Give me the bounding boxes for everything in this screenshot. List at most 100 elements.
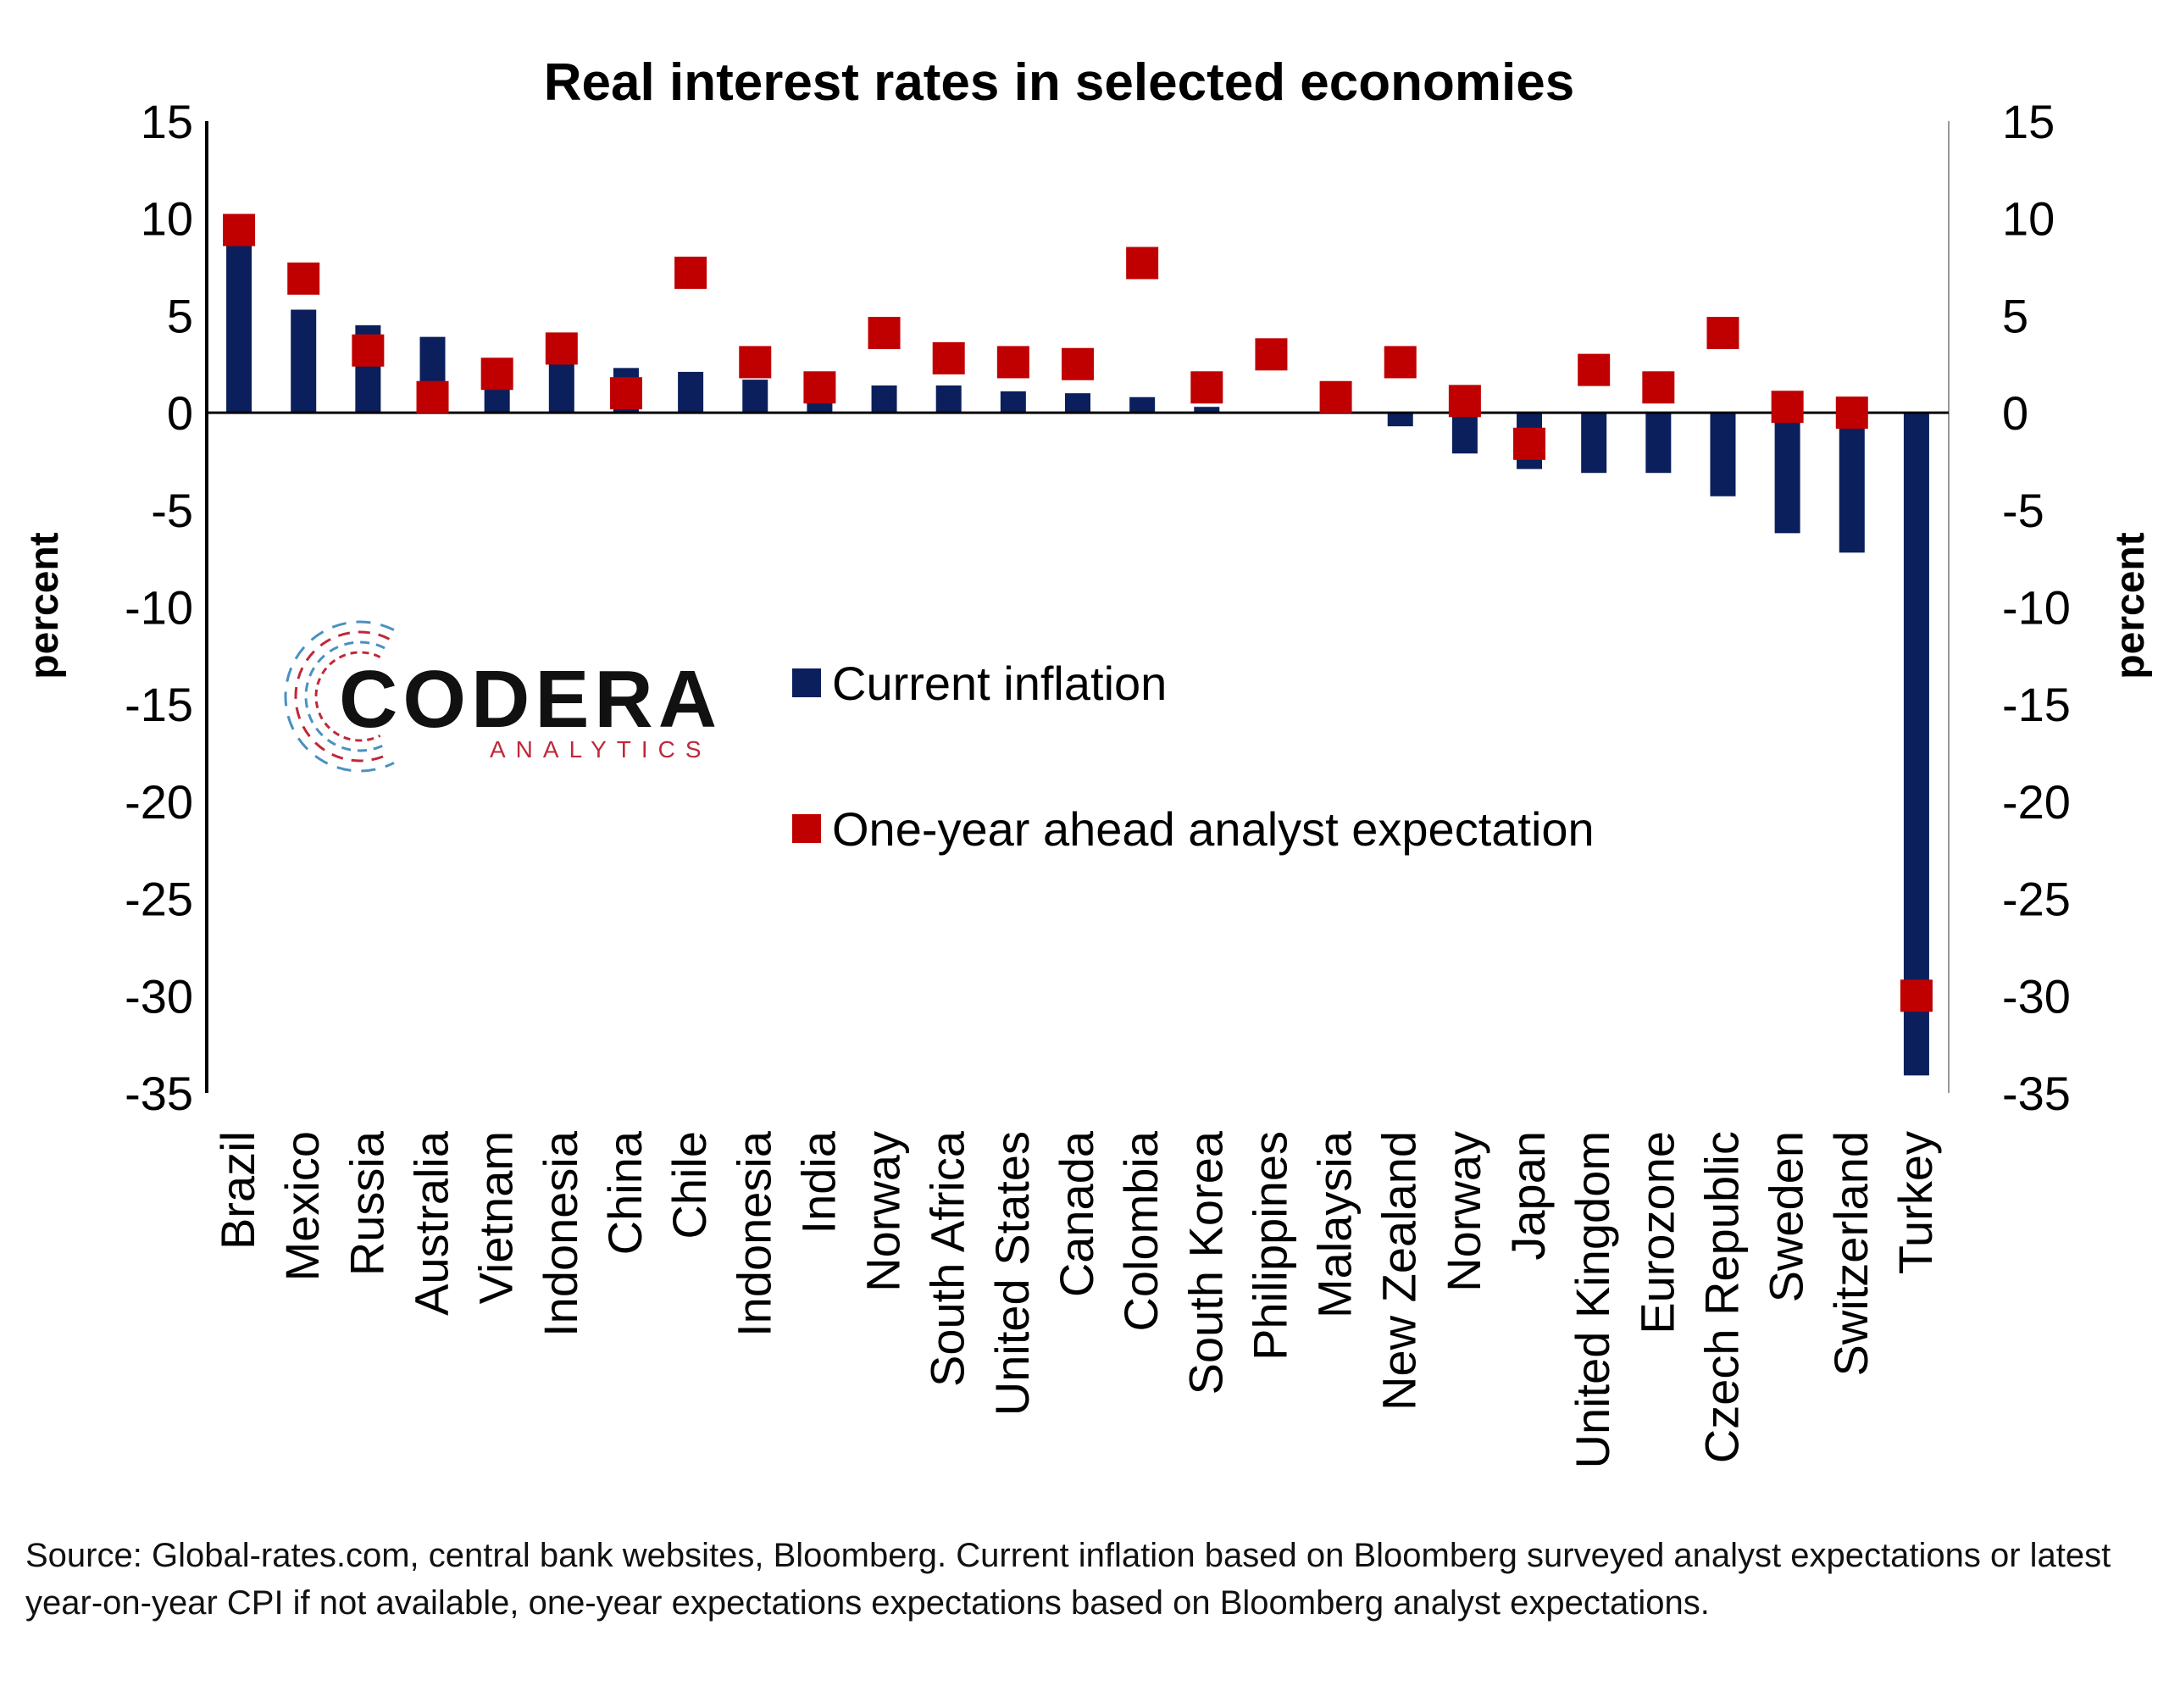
bar-current-inflation bbox=[548, 363, 574, 413]
legend-swatch-expectation bbox=[792, 814, 821, 843]
marker-expectation bbox=[545, 332, 578, 365]
logo-arc bbox=[314, 651, 381, 742]
right-y-axis-title: percent bbox=[2108, 532, 2153, 679]
marker-expectation bbox=[352, 334, 385, 367]
marker-expectation bbox=[1578, 353, 1611, 386]
bar-current-inflation bbox=[1000, 391, 1026, 413]
category-label: Brazil bbox=[211, 1131, 264, 1250]
left-tick-label: 10 bbox=[141, 192, 193, 246]
right-tick-label: -15 bbox=[2002, 678, 2071, 731]
category-label: Canada bbox=[1050, 1130, 1103, 1297]
left-tick-label: -15 bbox=[125, 678, 193, 731]
bar-current-inflation bbox=[484, 387, 510, 413]
category-label: Philippines bbox=[1243, 1131, 1296, 1361]
left-tick-label: 5 bbox=[167, 289, 193, 342]
category-label: United States bbox=[985, 1131, 1039, 1416]
marker-expectation bbox=[1835, 396, 1868, 430]
left-tick-label: -25 bbox=[125, 873, 193, 926]
right-tick-label: 0 bbox=[2002, 386, 2028, 440]
bar-current-inflation bbox=[1065, 393, 1090, 413]
bar-current-inflation bbox=[1839, 413, 1865, 553]
category-label: Chile bbox=[663, 1131, 716, 1239]
bar-current-inflation bbox=[1710, 413, 1736, 496]
left-y-axis-title: percent bbox=[22, 532, 67, 679]
category-label: Norway bbox=[857, 1131, 910, 1292]
category-label: Czech Republic bbox=[1695, 1131, 1748, 1463]
right-tick-label: -30 bbox=[2002, 969, 2071, 1023]
marker-expectation bbox=[739, 346, 772, 379]
bar-current-inflation bbox=[1387, 413, 1413, 427]
logo-arc-icon bbox=[284, 620, 395, 773]
category-label: Norway bbox=[1437, 1131, 1490, 1292]
marker-expectation bbox=[480, 358, 513, 391]
marker-expectation bbox=[1900, 979, 1933, 1012]
marker-expectation bbox=[1384, 346, 1417, 379]
bar-current-inflation bbox=[1903, 413, 1929, 1076]
category-label: New Zealand bbox=[1373, 1131, 1426, 1411]
right-tick-label: 10 bbox=[2002, 192, 2055, 246]
category-label: Australia bbox=[405, 1130, 458, 1316]
marker-expectation bbox=[1642, 371, 1675, 404]
category-label: Switzerland bbox=[1824, 1131, 1878, 1376]
bar-current-inflation bbox=[1581, 413, 1607, 474]
marker-expectation bbox=[674, 256, 707, 289]
category-label: Turkey bbox=[1889, 1131, 1942, 1274]
logo-tagline: ANALYTICS bbox=[490, 736, 712, 762]
right-tick-label: 5 bbox=[2002, 289, 2028, 342]
category-label: South Korea bbox=[1179, 1130, 1232, 1395]
legend-label-expectation: One-year ahead analyst expectation bbox=[832, 802, 1595, 856]
legend-swatch-current-inflation bbox=[792, 668, 821, 697]
category-label: China bbox=[598, 1130, 652, 1255]
category-label: United Kingdom bbox=[1566, 1131, 1619, 1468]
left-tick-label: -30 bbox=[125, 969, 193, 1023]
left-tick-label: -20 bbox=[125, 775, 193, 829]
category-label: Vietnam bbox=[469, 1131, 523, 1304]
marker-expectation bbox=[1255, 338, 1288, 371]
category-label: Eurozone bbox=[1630, 1131, 1684, 1334]
logo-wordmark: CODERA bbox=[339, 654, 722, 745]
marker-expectation bbox=[996, 346, 1029, 379]
marker-expectation bbox=[287, 262, 320, 295]
bar-current-inflation bbox=[291, 309, 317, 413]
category-label: Russia bbox=[340, 1130, 393, 1276]
bar-current-inflation bbox=[1194, 407, 1220, 413]
left-tick-label: 15 bbox=[141, 95, 193, 148]
marker-expectation bbox=[1062, 347, 1094, 380]
marker-expectation bbox=[1319, 380, 1352, 413]
right-tick-label: -35 bbox=[2002, 1067, 2071, 1120]
bar-current-inflation bbox=[1129, 396, 1156, 413]
left-tick-label: -35 bbox=[125, 1067, 193, 1120]
logo-arc bbox=[304, 640, 386, 752]
bar-current-inflation bbox=[226, 241, 252, 413]
category-label: India bbox=[791, 1130, 845, 1234]
category-label: Malaysia bbox=[1308, 1130, 1362, 1318]
category-label: South Africa bbox=[921, 1130, 974, 1387]
marker-expectation bbox=[932, 341, 965, 374]
marker-expectation bbox=[1771, 391, 1804, 424]
category-label: Mexico bbox=[275, 1131, 329, 1281]
left-tick-label: 0 bbox=[167, 386, 193, 440]
category-label: Indonesia bbox=[534, 1130, 587, 1337]
right-tick-label: -25 bbox=[2002, 873, 2071, 926]
chart-title: Real interest rates in selected economie… bbox=[544, 53, 1574, 112]
bar-current-inflation bbox=[678, 371, 704, 413]
left-tick-label: -10 bbox=[125, 581, 193, 635]
bar-current-inflation bbox=[1451, 413, 1478, 454]
bar-current-inflation bbox=[935, 385, 962, 413]
legend-label-current-inflation: Current inflation bbox=[832, 657, 1167, 710]
codera-logo: CODERA ANALYTICS bbox=[284, 620, 722, 773]
expectation-markers bbox=[223, 214, 1933, 1012]
left-y-axis-ticks: 15 10 5 0 -5 -10 -15 -20 -25 -30 -35 bbox=[125, 95, 193, 1120]
source-note: Source: Global-rates.com, central bank w… bbox=[25, 1537, 2111, 1622]
marker-expectation bbox=[1706, 317, 1739, 350]
marker-expectation bbox=[1448, 385, 1481, 418]
logo-arc bbox=[284, 620, 395, 773]
bar-current-inflation bbox=[1645, 413, 1672, 474]
marker-expectation bbox=[868, 317, 901, 350]
logo-arc bbox=[294, 630, 391, 762]
right-tick-label: -5 bbox=[2002, 484, 2044, 537]
legend: Current inflation One-year ahead analyst… bbox=[792, 657, 1595, 856]
marker-expectation bbox=[1190, 371, 1223, 404]
marker-expectation bbox=[1126, 247, 1159, 280]
left-tick-label: -5 bbox=[151, 484, 193, 537]
